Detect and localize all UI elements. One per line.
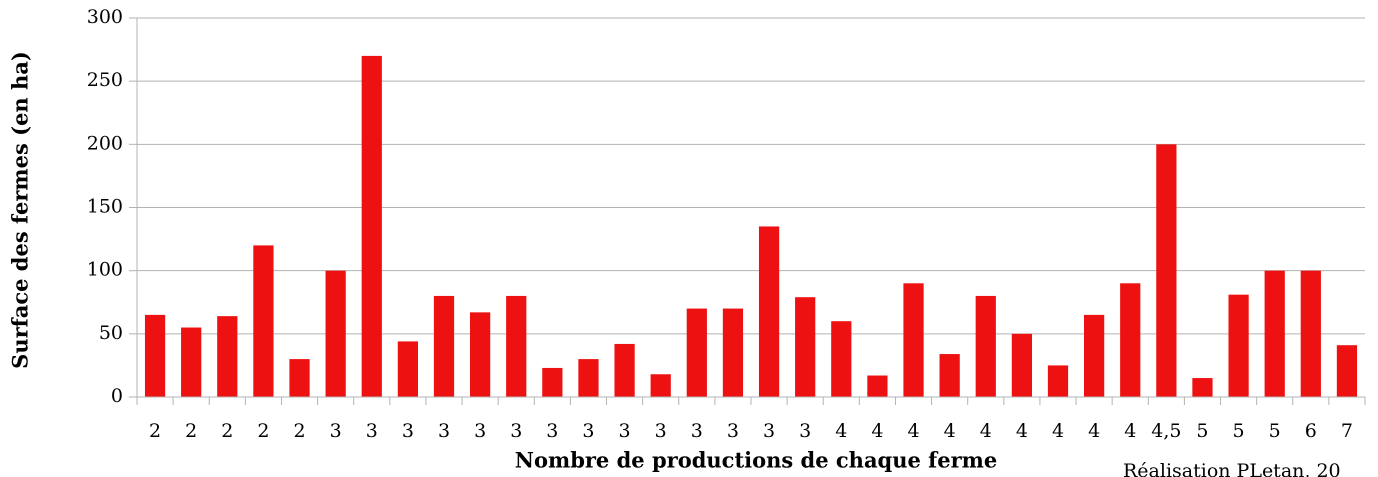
bar	[795, 297, 816, 397]
bar	[1047, 365, 1069, 397]
x-tick-label: 4	[1124, 420, 1136, 442]
bar	[1336, 345, 1358, 397]
x-tick-label: 2	[293, 420, 305, 442]
x-tick-label: 2	[185, 420, 197, 442]
x-tick-label: 3	[799, 420, 811, 442]
y-axis-title: Surface des fermes (en ha)	[8, 51, 33, 369]
y-tick-label: 200	[87, 132, 123, 154]
x-tick-label: 3	[330, 420, 342, 442]
y-tick-label: 50	[99, 322, 123, 344]
x-tick-label: 4	[980, 420, 992, 442]
annotation: Réalisation PLetan, 20	[1123, 460, 1341, 477]
bar	[1084, 314, 1105, 397]
x-tick-label: 5	[1269, 420, 1281, 442]
x-tick-label: 5	[1196, 420, 1208, 442]
bar	[1300, 270, 1321, 397]
bar	[1156, 144, 1177, 397]
bar	[578, 359, 599, 397]
bar	[867, 375, 888, 397]
x-tick-label: 7	[1341, 420, 1353, 442]
bar	[433, 295, 455, 397]
x-tick-label: 3	[763, 420, 775, 442]
y-tick-label: 100	[87, 259, 123, 281]
x-axis-title: Nombre de productions de chaque ferme	[515, 448, 997, 473]
x-tick-label: 3	[582, 420, 594, 442]
bar	[506, 295, 527, 397]
bar	[289, 359, 310, 397]
x-tick-label: 3	[366, 420, 378, 442]
x-tick-label: 4	[1016, 420, 1028, 442]
bar	[1192, 378, 1213, 397]
bar	[722, 308, 744, 397]
x-tick-label: 3	[546, 420, 558, 442]
x-tick-label: 4,5	[1151, 420, 1181, 442]
x-tick-label: 4	[1088, 420, 1100, 442]
x-tick-label: 2	[257, 420, 269, 442]
x-tick-label: 4	[871, 420, 883, 442]
bar	[181, 327, 202, 397]
y-tick-label: 250	[87, 69, 123, 91]
y-tick-label: 150	[87, 196, 123, 218]
bar	[253, 245, 274, 397]
bar	[758, 226, 780, 397]
x-tick-label: 2	[221, 420, 233, 442]
x-tick-label: 3	[438, 420, 450, 442]
bar	[1228, 294, 1249, 397]
x-tick-label: 2	[149, 420, 161, 442]
bar	[542, 367, 563, 397]
x-tick-label: 3	[619, 420, 631, 442]
x-tick-label: 4	[1052, 420, 1064, 442]
bar	[975, 295, 996, 397]
bar	[939, 354, 960, 397]
bar	[470, 312, 491, 397]
bar	[686, 308, 707, 397]
bar	[397, 341, 418, 397]
x-tick-label: 5	[1233, 420, 1245, 442]
x-tick-label: 3	[655, 420, 667, 442]
x-tick-label: 4	[835, 420, 847, 442]
x-tick-label: 3	[727, 420, 739, 442]
x-tick-label: 6	[1305, 420, 1317, 442]
y-tick-label: 300	[87, 6, 123, 28]
x-tick-label: 3	[691, 420, 703, 442]
bar	[1011, 333, 1032, 397]
bar	[1120, 283, 1141, 397]
x-tick-label: 3	[402, 420, 414, 442]
bar	[831, 321, 852, 397]
bar	[217, 316, 238, 397]
bar	[361, 55, 382, 398]
x-tick-label: 3	[510, 420, 522, 442]
bar	[325, 270, 346, 397]
y-tick-label: 0	[111, 385, 123, 407]
bar	[144, 314, 166, 397]
x-tick-label: 4	[944, 420, 956, 442]
bar	[650, 374, 671, 397]
x-tick-label: 3	[474, 420, 486, 442]
x-tick-label: 4	[907, 420, 919, 442]
bar	[903, 283, 924, 397]
bar	[1264, 270, 1285, 397]
bar	[614, 343, 635, 397]
